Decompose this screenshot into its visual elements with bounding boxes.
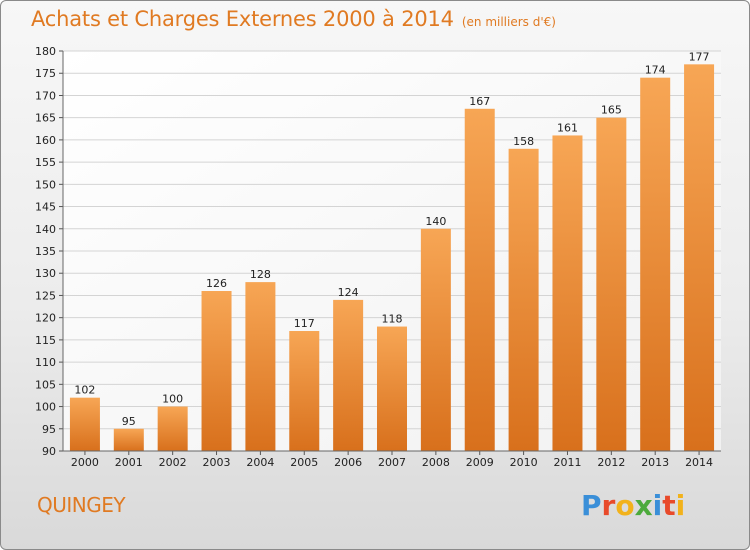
y-tick-label: 135 (35, 245, 56, 258)
bar (596, 117, 627, 452)
bar (464, 108, 495, 452)
logo-letter: r (601, 489, 616, 522)
logo-letter: x (634, 489, 653, 522)
data-label: 167 (469, 95, 490, 108)
y-tick-label: 110 (35, 356, 56, 369)
data-label: 174 (645, 64, 666, 77)
y-tick-label: 100 (35, 401, 56, 414)
y-tick-label: 180 (35, 45, 56, 58)
logo-letter: t (662, 489, 676, 522)
proxiti-logo: Proxiti (581, 489, 685, 522)
x-tick-label: 2005 (290, 456, 318, 469)
y-tick-label: 105 (35, 378, 56, 391)
y-tick-label: 170 (35, 89, 56, 102)
bar (333, 299, 364, 451)
x-tick-label: 2004 (246, 456, 274, 469)
x-tick-label: 2001 (115, 456, 143, 469)
x-tick-label: 2006 (334, 456, 362, 469)
bar (157, 406, 188, 451)
bar (508, 148, 539, 451)
y-tick-label: 175 (35, 67, 56, 80)
y-tick-label: 115 (35, 334, 56, 347)
bar (245, 282, 276, 451)
data-label: 124 (338, 286, 359, 299)
x-tick-label: 2007 (378, 456, 406, 469)
y-tick-label: 165 (35, 112, 56, 125)
bar (420, 228, 451, 451)
commune-name: QUINGEY (37, 493, 126, 517)
bar (552, 135, 583, 451)
bar (377, 326, 407, 451)
data-label: 95 (122, 415, 136, 428)
bar (640, 77, 671, 452)
bar (69, 397, 100, 451)
logo-letter: i (652, 489, 663, 522)
x-tick-label: 2011 (553, 456, 581, 469)
data-label: 102 (74, 384, 95, 397)
x-tick-label: 2013 (641, 456, 669, 469)
data-label: 128 (250, 268, 271, 281)
bar (201, 291, 232, 451)
y-tick-label: 125 (35, 289, 56, 302)
y-tick-label: 120 (35, 312, 56, 325)
data-label: 100 (162, 393, 183, 406)
data-label: 117 (294, 317, 315, 330)
data-label: 140 (425, 215, 446, 228)
x-tick-label: 2002 (159, 456, 187, 469)
x-tick-label: 2000 (71, 456, 99, 469)
x-tick-label: 2009 (466, 456, 494, 469)
y-tick-label: 140 (35, 223, 56, 236)
data-label: 118 (382, 313, 403, 326)
x-tick-label: 2003 (203, 456, 231, 469)
y-tick-label: 160 (35, 134, 56, 147)
logo-letter: i (675, 489, 686, 522)
data-label: 177 (689, 50, 710, 63)
x-tick-label: 2014 (685, 456, 713, 469)
bar (113, 428, 144, 451)
data-label: 158 (513, 135, 534, 148)
y-tick-label: 145 (35, 201, 56, 214)
y-tick-label: 155 (35, 156, 56, 169)
x-tick-label: 2008 (422, 456, 450, 469)
data-label: 126 (206, 277, 227, 290)
x-tick-label: 2012 (597, 456, 625, 469)
logo-letter: o (615, 489, 635, 522)
x-tick-label: 2010 (510, 456, 538, 469)
y-tick-label: 130 (35, 267, 56, 280)
y-tick-label: 95 (42, 423, 56, 436)
data-label: 161 (557, 121, 578, 134)
y-tick-label: 150 (35, 178, 56, 191)
logo-letter: P (581, 489, 602, 522)
chart-title: Achats et Charges Externes 2000 à 2014 (e… (31, 7, 556, 31)
chart-title-text: Achats et Charges Externes 2000 à 2014 (31, 7, 454, 31)
data-label: 165 (601, 104, 622, 117)
chart-subtitle: (en milliers d'€) (461, 15, 556, 29)
bar (289, 331, 320, 451)
bar (684, 64, 715, 452)
y-tick-label: 90 (42, 445, 56, 458)
